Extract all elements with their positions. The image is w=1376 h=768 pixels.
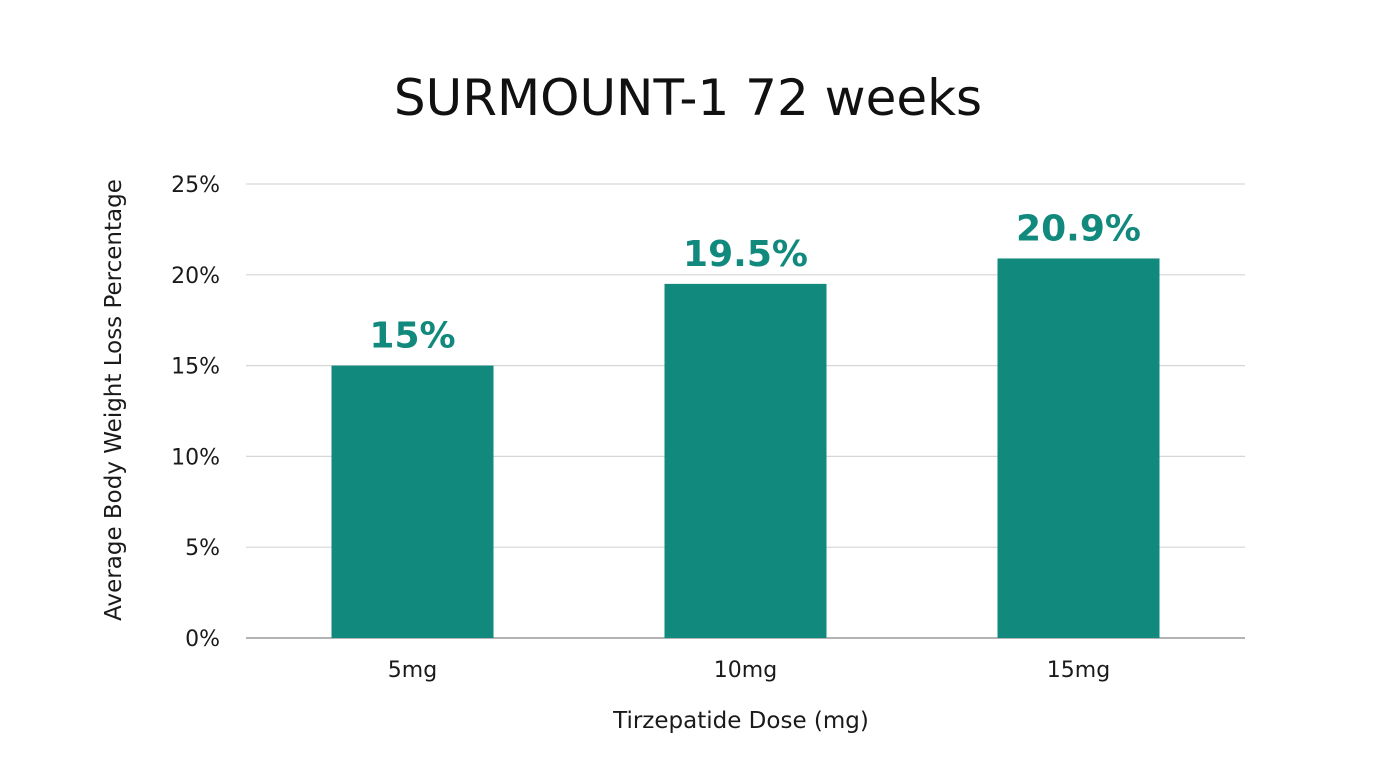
y-tick-label: 20% bbox=[171, 264, 220, 289]
y-axis-title: Average Body Weight Loss Percentage bbox=[101, 179, 127, 621]
y-tick-label: 15% bbox=[171, 355, 220, 380]
bar-10mg bbox=[664, 283, 827, 638]
bar-15mg bbox=[997, 258, 1160, 638]
y-tick-label: 10% bbox=[171, 445, 220, 470]
data-label-5mg: 15% bbox=[369, 316, 455, 357]
data-label-10mg: 19.5% bbox=[683, 234, 808, 275]
y-axis-ticks: 0% 5% 10% 15% 20% 25% bbox=[171, 173, 220, 652]
y-tick-label: 5% bbox=[185, 536, 220, 561]
bar-5mg bbox=[331, 365, 494, 638]
x-axis-title: Tirzepatide Dose (mg) bbox=[612, 708, 869, 734]
data-labels: 15% 19.5% 20.9% bbox=[369, 208, 1141, 356]
x-tick-label: 5mg bbox=[388, 658, 437, 683]
x-tick-label: 15mg bbox=[1047, 658, 1110, 683]
bars bbox=[331, 258, 1160, 638]
x-tick-label: 10mg bbox=[714, 658, 777, 683]
chart-title: SURMOUNT-1 72 weeks bbox=[394, 69, 982, 127]
data-label-15mg: 20.9% bbox=[1016, 208, 1141, 249]
y-tick-label: 0% bbox=[185, 627, 220, 652]
x-axis-ticks: 5mg 10mg 15mg bbox=[388, 658, 1110, 683]
y-tick-label: 25% bbox=[171, 173, 220, 198]
